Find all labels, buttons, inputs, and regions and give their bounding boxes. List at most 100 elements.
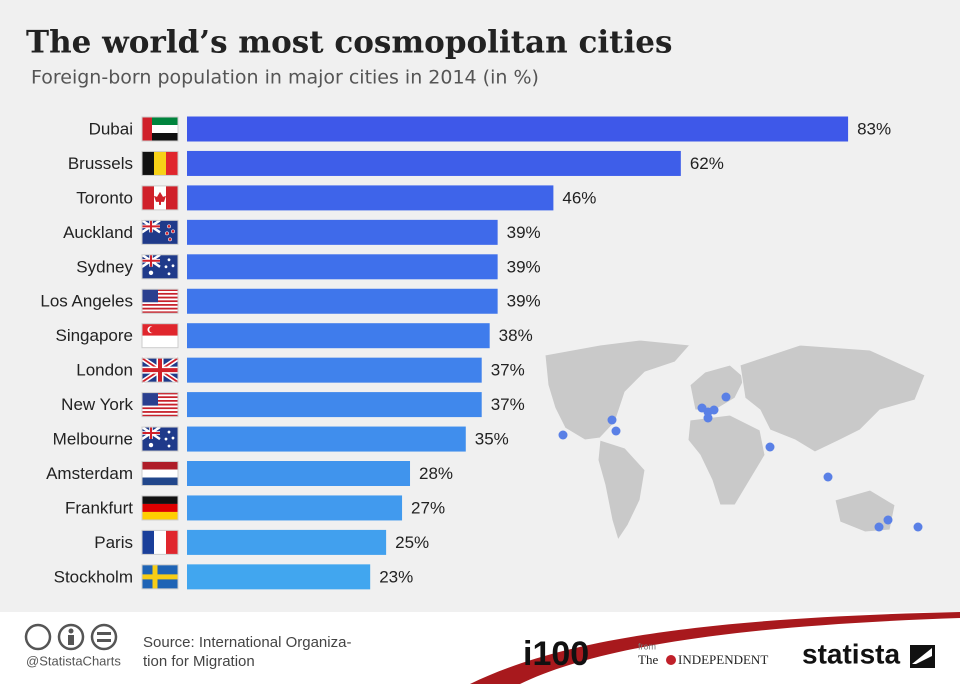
flag xyxy=(141,219,179,245)
flag-border xyxy=(141,529,179,555)
flag-part xyxy=(142,302,178,305)
flag xyxy=(140,356,180,385)
flag-part xyxy=(166,151,178,176)
value-label: 23% xyxy=(379,567,413,586)
bars: Dubai 83% Brussels 62% Toronto 46% Auckland 39%… xyxy=(40,116,891,590)
flag-part xyxy=(171,229,175,234)
chart-title: The world’s most cosmopolitan cities xyxy=(26,25,672,61)
flag xyxy=(141,323,179,349)
flag-part xyxy=(167,430,171,434)
bar xyxy=(187,116,849,142)
flag-part xyxy=(142,511,178,520)
flag-part xyxy=(149,326,156,333)
flag-part xyxy=(166,185,178,210)
flag xyxy=(141,461,179,486)
flag-border xyxy=(141,185,179,211)
category-label: Sydney xyxy=(76,257,133,276)
footer-source: tion for Migration xyxy=(143,653,255,670)
brand-icon xyxy=(910,645,935,668)
flag-part xyxy=(142,409,178,412)
bar xyxy=(187,185,554,211)
flag-part xyxy=(142,117,152,141)
flag-part xyxy=(142,407,178,410)
bar xyxy=(187,461,411,486)
value-label: 83% xyxy=(857,119,891,138)
flag-part xyxy=(142,311,178,314)
value-label: 38% xyxy=(499,326,533,345)
value-label: 39% xyxy=(507,223,541,242)
flag-part xyxy=(142,403,178,406)
bar xyxy=(187,254,498,280)
flag-part xyxy=(167,224,171,229)
flag-part xyxy=(142,392,178,395)
flag-part xyxy=(142,254,160,267)
partner-from: from xyxy=(638,641,656,651)
flag-border xyxy=(141,392,179,418)
value-label: 28% xyxy=(419,464,453,483)
flag-part xyxy=(167,258,171,262)
flag-part xyxy=(142,294,178,297)
partner-eagle xyxy=(666,655,676,665)
flag-part xyxy=(142,309,178,312)
bar xyxy=(187,219,498,245)
flag-part xyxy=(142,427,160,440)
bar xyxy=(187,564,371,590)
value-label: 27% xyxy=(411,498,445,517)
partner-name: INDEPENDENT xyxy=(678,652,768,667)
flag-part xyxy=(164,265,168,269)
value-label: 35% xyxy=(475,430,509,449)
flag-part xyxy=(166,530,178,555)
bar xyxy=(187,392,482,418)
footer-handle: @StatistaCharts xyxy=(26,653,121,668)
flag-part xyxy=(142,401,178,404)
flag xyxy=(141,150,179,176)
bar xyxy=(187,357,482,383)
value-label: 39% xyxy=(507,257,541,276)
partner-prefix: The xyxy=(638,652,658,667)
flag xyxy=(141,564,179,590)
bar xyxy=(187,495,403,521)
flag-part xyxy=(142,298,178,301)
flag-part xyxy=(142,394,178,397)
flag-part xyxy=(171,436,175,440)
category-label: Paris xyxy=(94,533,133,552)
partner-logo: i100 xyxy=(523,635,589,673)
flag-part xyxy=(142,412,178,415)
value-label: 37% xyxy=(491,395,525,414)
brand-logo: statista xyxy=(802,638,900,669)
flag-part xyxy=(142,399,178,402)
flag-border xyxy=(141,495,179,521)
flag-part xyxy=(142,358,178,383)
flag-part xyxy=(142,291,178,293)
flag-part xyxy=(154,191,166,205)
category-label: Toronto xyxy=(76,188,133,207)
category-label: Singapore xyxy=(55,326,133,345)
flag-part xyxy=(142,564,178,589)
flag xyxy=(141,529,179,555)
value-label: 62% xyxy=(690,154,724,173)
category-label: Frankfurt xyxy=(65,498,133,517)
flag-part xyxy=(164,437,168,441)
category-label: Auckland xyxy=(63,223,133,242)
flag xyxy=(141,392,179,418)
flag-part xyxy=(154,530,166,555)
category-label: Melbourne xyxy=(53,430,133,449)
flag xyxy=(141,426,179,452)
flag xyxy=(141,253,179,280)
flag-part xyxy=(142,300,178,303)
bar xyxy=(187,529,387,555)
footer-source: Source: International Organiza- xyxy=(143,634,351,651)
flag-part xyxy=(142,125,178,133)
flag-border xyxy=(141,116,179,142)
category-label: London xyxy=(76,361,133,380)
flag-part xyxy=(142,151,154,176)
flag-part xyxy=(142,185,154,210)
flag-part xyxy=(142,461,178,470)
flag-part xyxy=(142,220,160,233)
category-label: Dubai xyxy=(89,119,133,138)
flag-part xyxy=(165,231,169,236)
flag-part xyxy=(142,530,154,555)
flag-part xyxy=(171,264,175,268)
bar xyxy=(187,150,681,176)
